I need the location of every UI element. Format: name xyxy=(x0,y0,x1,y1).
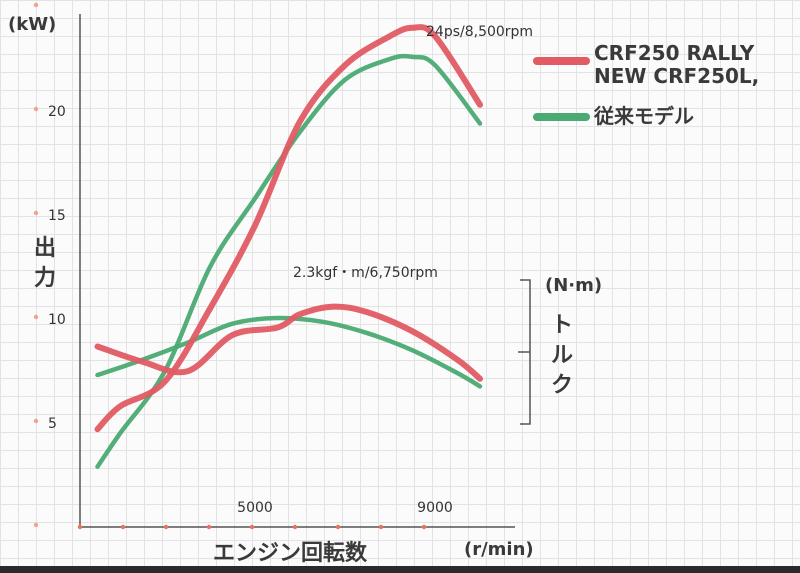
y-tick-label-1: 10 xyxy=(48,312,66,328)
power-unit-label: (kW) xyxy=(8,14,56,35)
power-axis-title-char-0: 出 xyxy=(34,236,56,261)
x-axis-dot-5 xyxy=(292,524,298,530)
y-tick-label-3: 20 xyxy=(48,104,66,120)
y-axis-dot-2 xyxy=(33,314,39,320)
y-tick-labels: 5 10 15 20 xyxy=(48,104,66,432)
torque-axis-title: トルク xyxy=(551,313,573,398)
torque-axis-title-char-1: ル xyxy=(551,343,573,368)
y-axis-dot-5 xyxy=(33,2,39,8)
legend-label-new-crf250l: NEW CRF250L, xyxy=(594,64,759,88)
series-line-torque-crf250-rally xyxy=(94,303,483,382)
torque-unit-label: (N·m) xyxy=(545,275,602,296)
x-axis-dot-4 xyxy=(249,524,255,530)
x-axis-dot-3 xyxy=(206,524,212,530)
y-axis-dot-1 xyxy=(33,418,39,424)
peak-power-annotation: 24ps/8,500rpm xyxy=(426,24,533,40)
x-axis-dot-0 xyxy=(77,524,83,530)
y-axis-dot-3 xyxy=(33,210,39,216)
series-layer xyxy=(94,24,483,469)
y-axis-dot-4 xyxy=(33,106,39,112)
peak-torque-annotation: 2.3kgf・m/6,750rpm xyxy=(293,265,438,281)
legend-label-previous: 従来モデル xyxy=(593,104,694,128)
x-tick-label-1: 9000 xyxy=(417,500,453,516)
axis-dots xyxy=(33,2,427,530)
x-axis-dot-8 xyxy=(421,524,427,530)
y-axis-dot-0 xyxy=(33,522,39,528)
torque-axis-title-char-2: ク xyxy=(551,373,573,398)
series-line-power-crf250-rally xyxy=(94,24,483,433)
legend: CRF250 RALLY NEW CRF250L, 従来モデル xyxy=(533,41,759,128)
torque-axis-bracket xyxy=(518,279,531,425)
x-unit-label: (r/min) xyxy=(464,539,534,560)
x-tick-labels: 5000 9000 xyxy=(237,500,453,516)
x-axis-title: エンジン回転数 xyxy=(213,540,368,566)
torque-axis-title-char-0: ト xyxy=(551,313,573,338)
x-axis-dot-2 xyxy=(163,524,169,530)
series-line-torque-previous-model xyxy=(95,315,483,389)
x-tick-label-0: 5000 xyxy=(237,500,273,516)
y-tick-label-0: 5 xyxy=(48,416,57,432)
y-tick-label-2: 15 xyxy=(48,208,66,224)
x-axis-dot-7 xyxy=(378,524,384,530)
power-axis-title-char-1: 力 xyxy=(34,266,56,291)
bottom-bar xyxy=(0,566,800,573)
x-axis-dot-6 xyxy=(335,524,341,530)
series-line-power-previous-model xyxy=(95,53,483,469)
legend-label-rally: CRF250 RALLY xyxy=(594,41,755,65)
x-axis-dot-1 xyxy=(120,524,126,530)
power-axis-title: 出力 xyxy=(34,236,56,291)
